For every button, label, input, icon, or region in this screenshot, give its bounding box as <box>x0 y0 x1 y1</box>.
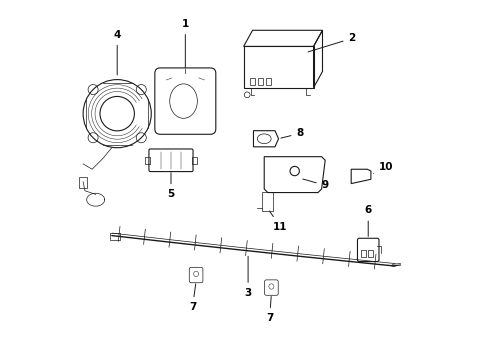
Text: 5: 5 <box>167 173 174 199</box>
Text: 1: 1 <box>182 19 188 68</box>
Bar <box>144 157 150 164</box>
Bar <box>191 157 197 164</box>
Bar <box>367 250 372 257</box>
Bar <box>360 250 366 257</box>
Text: 7: 7 <box>265 296 273 323</box>
Text: 3: 3 <box>244 256 251 298</box>
Text: 11: 11 <box>269 211 287 231</box>
Text: 9: 9 <box>302 179 328 190</box>
Text: 6: 6 <box>364 206 371 237</box>
Bar <box>79 177 87 188</box>
Bar <box>110 233 120 240</box>
Text: 8: 8 <box>280 129 303 138</box>
Bar <box>249 78 255 85</box>
Bar <box>265 78 271 85</box>
Bar <box>243 46 313 87</box>
Text: 4: 4 <box>113 30 121 75</box>
Text: 2: 2 <box>307 33 355 52</box>
Text: 10: 10 <box>373 162 393 174</box>
Bar <box>262 192 273 211</box>
Text: 7: 7 <box>188 284 196 312</box>
Bar <box>258 78 263 85</box>
